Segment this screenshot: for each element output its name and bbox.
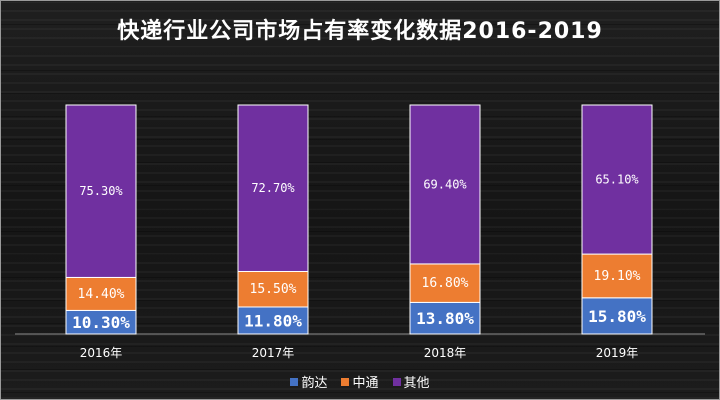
- x-tick-label-1: 2016年: [80, 346, 123, 360]
- bar-yunda-4: [581, 297, 653, 335]
- data-label-zhongtong-1: 14.40%: [78, 287, 125, 302]
- data-label-yunda-2: 11.80%: [244, 311, 302, 330]
- bar-yunda-2: [237, 306, 309, 335]
- data-label-other-1: 75.30%: [79, 184, 123, 198]
- bar-other-1: [65, 104, 137, 278]
- data-label-zhongtong-3: 16.80%: [422, 276, 469, 291]
- bar-zhongtong-3: [409, 263, 481, 303]
- legend-label-yunda: 韵达: [301, 376, 328, 391]
- legend-item-other: 其他: [392, 372, 430, 391]
- bar-other-4: [581, 104, 653, 255]
- legend-item-zhongtong: 中通: [341, 372, 379, 391]
- legend-item-yunda: 韵达: [290, 372, 327, 391]
- bar-zhongtong-2: [237, 270, 309, 308]
- data-label-yunda-4: 15.80%: [588, 307, 646, 326]
- data-label-other-4: 65.10%: [595, 173, 639, 187]
- x-tick-label-2: 2017年: [252, 346, 295, 360]
- x-tick-label-3: 2018年: [424, 346, 467, 360]
- bar-yunda-3: [409, 301, 481, 335]
- data-label-other-3: 69.40%: [423, 177, 467, 191]
- x-tick-label-4: 2019年: [596, 346, 639, 360]
- bar-zhongtong-4: [581, 253, 653, 299]
- legend: 韵达 中通 其他: [1, 372, 719, 391]
- bar-other-2: [237, 104, 309, 272]
- legend-swatch-zhongtong: [341, 377, 350, 386]
- legend-swatch-other: [392, 377, 401, 386]
- legend-label-other: 其他: [403, 376, 430, 391]
- data-label-zhongtong-2: 15.50%: [250, 282, 297, 297]
- data-label-yunda-3: 13.80%: [416, 309, 474, 328]
- data-label-other-2: 72.70%: [251, 181, 295, 195]
- data-label-zhongtong-4: 19.10%: [594, 269, 641, 284]
- legend-swatch-yunda: [290, 377, 299, 386]
- legend-label-zhongtong: 中通: [352, 376, 379, 391]
- bar-other-3: [409, 104, 481, 265]
- data-label-yunda-1: 10.30%: [72, 313, 130, 332]
- chart-title: 快递行业公司市场占有率变化数据2016-2019: [117, 19, 603, 44]
